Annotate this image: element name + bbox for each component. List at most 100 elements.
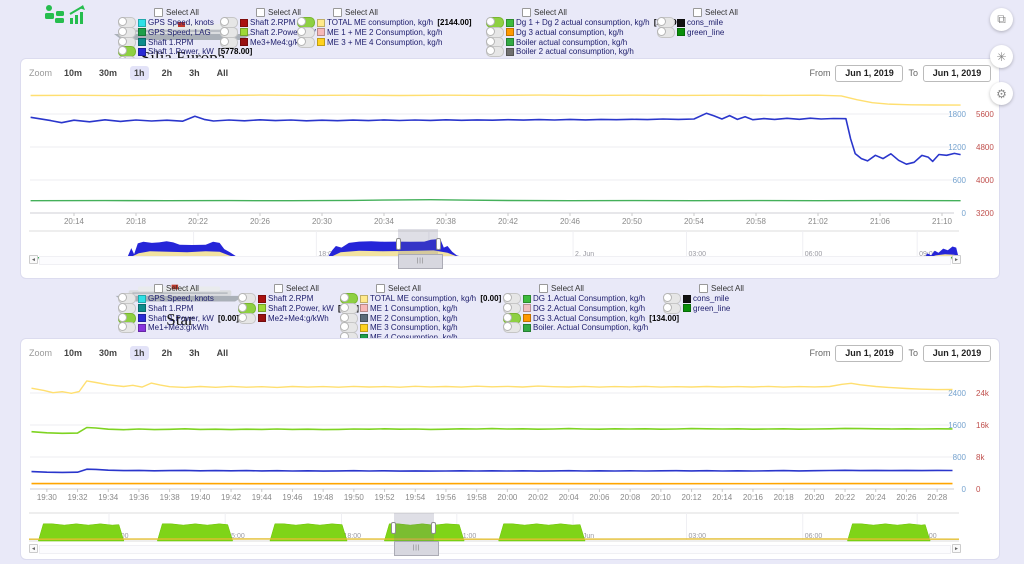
navigator-grip[interactable]: ||| xyxy=(398,254,443,269)
legend-item: TOTAL ME consumption, kg/h [2144.00] xyxy=(297,17,472,28)
select-all-label: Select All xyxy=(534,8,567,17)
legend-item-label: cons_mile xyxy=(687,18,724,27)
toggle-switch[interactable] xyxy=(657,17,675,28)
series-color-swatch xyxy=(138,314,146,323)
navigator-selection[interactable] xyxy=(394,513,434,541)
select-all-checkbox[interactable] xyxy=(699,284,708,293)
select-all-checkbox[interactable] xyxy=(522,8,531,17)
svg-text:19:30: 19:30 xyxy=(37,493,58,502)
select-all[interactable]: Select All xyxy=(539,284,584,293)
from-date-input[interactable] xyxy=(835,344,904,362)
select-all-checkbox[interactable] xyxy=(693,8,702,17)
legend-item-label: GPS Speed, knots xyxy=(148,18,214,27)
navigator-left-handle[interactable] xyxy=(396,238,401,250)
to-date-input[interactable] xyxy=(923,64,991,82)
toggle-switch[interactable] xyxy=(118,322,136,334)
svg-text:12:00: 12:00 xyxy=(111,533,129,540)
series-color-swatch xyxy=(677,28,685,37)
svg-text:8k: 8k xyxy=(976,453,985,462)
zoom-range-button-10m[interactable]: 10m xyxy=(64,68,83,78)
svg-text:19:56: 19:56 xyxy=(436,493,457,502)
zoom-range-button-3h[interactable]: 3h xyxy=(189,348,200,358)
scrollbar-right-arrow[interactable]: ► xyxy=(952,544,961,553)
select-all[interactable]: Select All xyxy=(693,8,738,17)
select-all-checkbox[interactable] xyxy=(274,284,283,293)
toggle-switch[interactable] xyxy=(486,26,504,38)
zoom-range-button-10m[interactable]: 10m xyxy=(64,348,83,358)
asterisk-icon[interactable]: ✳ xyxy=(990,45,1013,68)
legend-item: ME 1 + ME 2 Consumption, kg/h xyxy=(297,26,442,38)
svg-text:4000: 4000 xyxy=(976,176,994,185)
zoom-range-button-all[interactable]: All xyxy=(216,348,229,358)
legend-item-label: green_line xyxy=(687,27,725,37)
select-all-checkbox[interactable] xyxy=(154,8,163,17)
toggle-switch[interactable] xyxy=(340,322,358,334)
series-color-swatch xyxy=(523,304,531,313)
settings-icon[interactable]: ⚙ xyxy=(990,82,1013,105)
toggle-switch[interactable] xyxy=(220,36,238,48)
toggle-switch[interactable] xyxy=(503,322,521,334)
chart-card: Zoom 10m 30m 1h 2h 3h All From To 0 3200 600 400… xyxy=(20,58,1000,279)
select-all[interactable]: Select All xyxy=(154,8,199,17)
select-all[interactable]: Select All xyxy=(376,284,421,293)
legend-item: ME 3 + ME 4 Consumption, kg/h xyxy=(297,36,442,48)
zoom-range-button-2h[interactable]: 2h xyxy=(161,348,173,358)
select-all[interactable]: Select All xyxy=(522,8,567,17)
select-all[interactable]: Select All xyxy=(333,8,378,17)
svg-text:20:58: 20:58 xyxy=(746,217,767,226)
legend-item: Shaft 1.RPM xyxy=(118,36,193,48)
to-label: To xyxy=(908,68,918,78)
select-all-checkbox[interactable] xyxy=(154,284,163,293)
toggle-switch[interactable] xyxy=(486,46,504,58)
svg-text:2400: 2400 xyxy=(948,389,966,398)
select-all-checkbox[interactable] xyxy=(256,8,265,17)
toggle-switch[interactable] xyxy=(297,36,315,48)
scrollbar-right-arrow[interactable]: ► xyxy=(952,255,961,264)
duplicate-icon[interactable]: ⧉ xyxy=(990,8,1013,31)
navigator-scroll-track[interactable] xyxy=(39,545,951,554)
scrollbar-left-arrow[interactable]: ◄ xyxy=(29,544,38,553)
select-all-checkbox[interactable] xyxy=(539,284,548,293)
zoom-range-button-all[interactable]: All xyxy=(216,68,229,78)
zoom-buttons: 10m 30m 1h 2h 3h All xyxy=(60,346,241,360)
legend-item: Shaft 2.RPM xyxy=(238,293,314,304)
zoom-range-button-1h[interactable]: 1h xyxy=(130,346,149,360)
select-all-checkbox[interactable] xyxy=(333,8,342,17)
zoom-range-button-1h[interactable]: 1h xyxy=(130,66,149,80)
legend-item-label: Dg 1 + Dg 2 actual consumption, kg/h xyxy=(516,18,650,27)
toggle-switch[interactable] xyxy=(118,26,136,38)
toggle-switch[interactable] xyxy=(657,26,675,38)
legend-group: Select All cons_mile green_line xyxy=(663,284,893,340)
from-date-input[interactable] xyxy=(835,64,904,82)
select-all[interactable]: Select All xyxy=(274,284,319,293)
zoom-range-button-30m[interactable]: 30m xyxy=(99,348,118,358)
select-all-checkbox[interactable] xyxy=(376,284,385,293)
series-color-swatch xyxy=(138,18,146,27)
svg-text:20:42: 20:42 xyxy=(498,217,519,226)
series-color-swatch xyxy=(506,47,514,56)
select-all[interactable]: Select All xyxy=(256,8,301,17)
zoom-range-button-30m[interactable]: 30m xyxy=(99,68,118,78)
navigator-left-handle[interactable] xyxy=(391,522,396,534)
navigator-right-handle[interactable] xyxy=(436,238,441,250)
toggle-switch[interactable] xyxy=(238,312,256,324)
zoom-range-button-3h[interactable]: 3h xyxy=(189,68,200,78)
legend-item-label: DG 1.Actual Consumption, kg/h xyxy=(533,294,646,303)
toggle-switch[interactable] xyxy=(297,26,315,38)
series-color-swatch xyxy=(138,294,146,303)
svg-text:15:00: 15:00 xyxy=(227,533,245,540)
vessel-photo xyxy=(114,22,252,40)
series-color-swatch xyxy=(506,28,514,37)
to-date-input[interactable] xyxy=(923,344,991,362)
zoom-range-button-2h[interactable]: 2h xyxy=(161,68,173,78)
scrollbar-left-arrow[interactable]: ◄ xyxy=(29,255,38,264)
svg-text:2. Jun: 2. Jun xyxy=(575,533,594,540)
navigator-grip[interactable]: ||| xyxy=(394,541,439,556)
select-all[interactable]: Select All xyxy=(154,284,199,293)
series-color-swatch xyxy=(258,314,266,323)
legend-item-label: Shaft 2.RPM xyxy=(268,294,314,303)
toggle-switch[interactable] xyxy=(663,302,681,314)
navigator-right-handle[interactable] xyxy=(431,522,436,534)
select-all[interactable]: Select All xyxy=(699,284,744,293)
navigator-scroll-track[interactable] xyxy=(39,256,951,265)
